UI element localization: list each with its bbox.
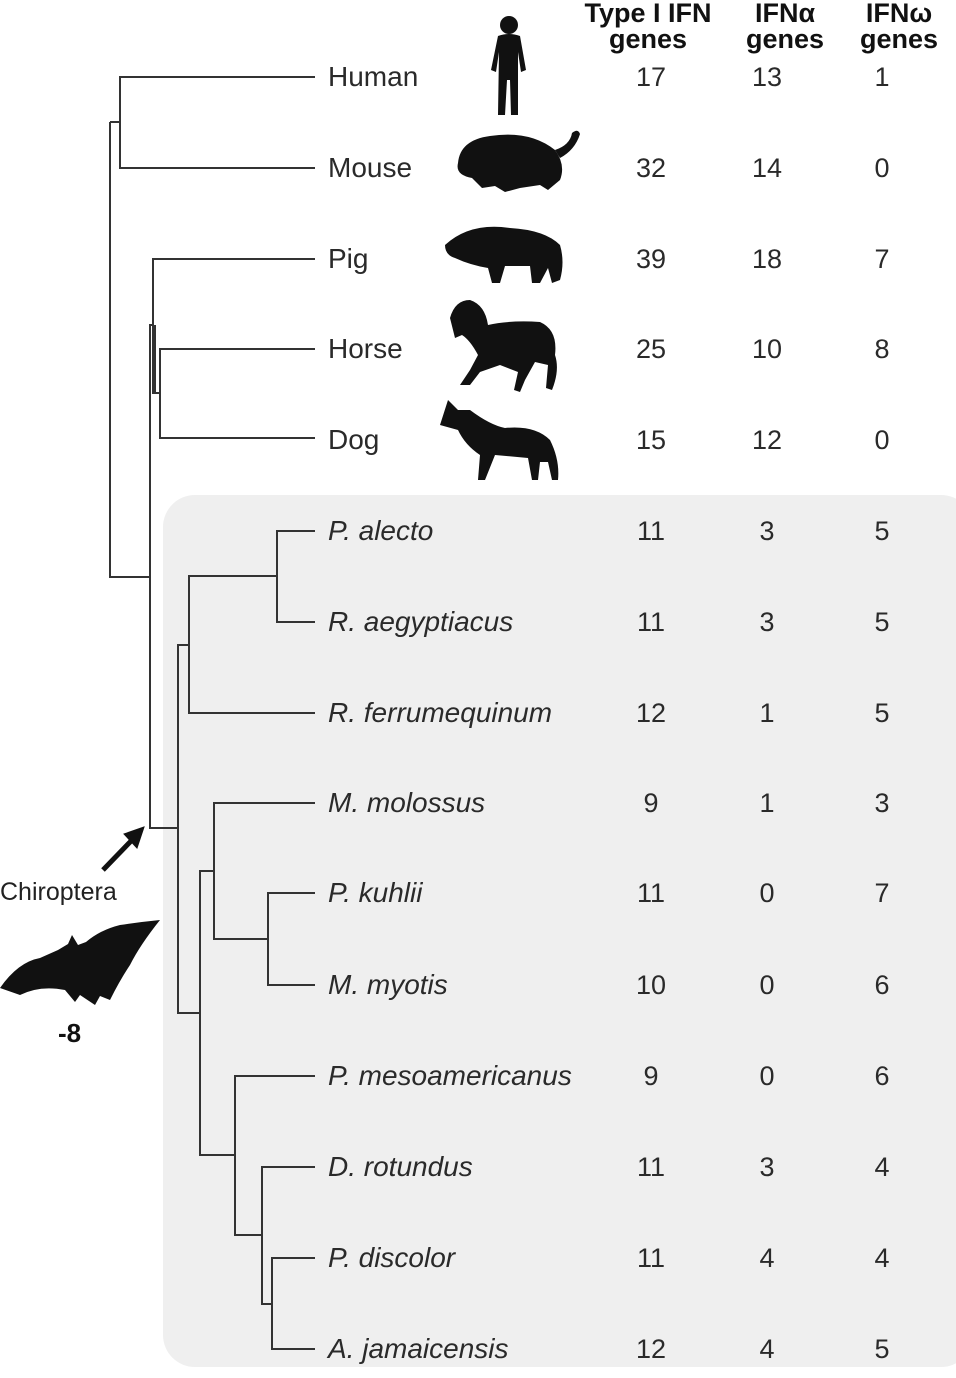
chiroptera-arrow bbox=[101, 826, 145, 872]
taxon-name: Mouse bbox=[328, 152, 413, 183]
taxon-name: R. aegyptiacus bbox=[328, 606, 514, 637]
chiroptera-highlight bbox=[163, 495, 956, 1367]
type1-gene-count: 10 bbox=[635, 970, 667, 1000]
ifn-alpha-gene-count: 18 bbox=[751, 244, 783, 274]
ifn-omega-gene-count: 0 bbox=[874, 425, 890, 455]
header-alpha-line2: genes bbox=[745, 24, 825, 54]
header-type1-line2: genes bbox=[608, 24, 688, 54]
ifn-alpha-gene-count: 13 bbox=[751, 62, 783, 92]
taxon-row: M. molossus 9 1 3 bbox=[0, 783, 956, 823]
taxon-name: P. kuhlii bbox=[328, 877, 423, 908]
ifn-alpha-gene-count: 3 bbox=[759, 1152, 775, 1182]
taxon-row: A. jamaicensis 12 4 5 bbox=[0, 1329, 956, 1369]
ifn-alpha-gene-count: 0 bbox=[759, 878, 775, 908]
taxon-name: Human bbox=[328, 61, 419, 92]
ifn-omega-gene-count: 5 bbox=[874, 607, 890, 637]
ifn-omega-gene-count: 8 bbox=[874, 334, 890, 364]
pig-silhouette-icon bbox=[445, 226, 563, 283]
taxon-row: Human 17 13 1 bbox=[0, 57, 956, 97]
header-type1-ifn: Type I IFN genes bbox=[568, 0, 728, 54]
ifn-alpha-gene-count: 0 bbox=[759, 970, 775, 1000]
ifn-omega-gene-count: 6 bbox=[874, 970, 890, 1000]
header-ifn-alpha: IFNα genes bbox=[737, 0, 833, 54]
header-ifn-omega: IFNω genes bbox=[851, 0, 947, 54]
ifn-omega-gene-count: 4 bbox=[874, 1243, 890, 1273]
silhouettes bbox=[0, 16, 580, 1005]
taxon-name: Horse bbox=[328, 333, 403, 364]
ifn-alpha-gene-count: 3 bbox=[759, 516, 775, 546]
taxon-row: D. rotundus 11 3 4 bbox=[0, 1147, 956, 1187]
taxon-row: Mouse 32 14 0 bbox=[0, 148, 956, 188]
taxon-row: R. aegyptiacus 11 3 5 bbox=[0, 602, 956, 642]
type1-gene-count: 32 bbox=[635, 153, 667, 183]
taxon-name: P. alecto bbox=[328, 515, 434, 546]
ifn-omega-gene-count: 5 bbox=[874, 1334, 890, 1364]
taxon-row: M. myotis 10 0 6 bbox=[0, 965, 956, 1005]
ifn-omega-gene-count: 1 bbox=[874, 62, 890, 92]
taxon-name: A. jamaicensis bbox=[328, 1333, 509, 1364]
ifn-alpha-gene-count: 14 bbox=[751, 153, 783, 183]
taxon-name: Pig bbox=[328, 243, 369, 274]
ifn-omega-gene-count: 5 bbox=[874, 516, 890, 546]
taxon-row: P. mesoamericanus 9 0 6 bbox=[0, 1056, 956, 1096]
ifn-alpha-gene-count: 4 bbox=[759, 1243, 775, 1273]
taxon-name: P. mesoamericanus bbox=[328, 1060, 572, 1091]
taxon-row: P. kuhlii 11 0 7 bbox=[0, 873, 956, 913]
taxon-name: R. ferrumequinum bbox=[328, 697, 553, 728]
header-type1-line1: Type I IFN bbox=[584, 0, 712, 28]
type1-gene-count: 9 bbox=[643, 788, 659, 818]
ifn-omega-gene-count: 5 bbox=[874, 698, 890, 728]
taxon-name: M. myotis bbox=[328, 969, 448, 1000]
type1-gene-count: 11 bbox=[636, 878, 666, 908]
header-omega-line1: IFNω bbox=[865, 0, 933, 28]
ifn-alpha-gene-count: 1 bbox=[759, 788, 775, 818]
type1-gene-count: 11 bbox=[636, 607, 666, 637]
type1-gene-count: 12 bbox=[635, 1334, 667, 1364]
type1-gene-count: 15 bbox=[635, 425, 667, 455]
type1-gene-count: 17 bbox=[635, 62, 667, 92]
taxon-row: Horse 25 10 8 bbox=[0, 329, 956, 369]
chiroptera-label: Chiroptera bbox=[0, 878, 117, 906]
ifn-omega-gene-count: 0 bbox=[874, 153, 890, 183]
taxon-name: D. rotundus bbox=[328, 1151, 473, 1182]
type1-gene-count: 9 bbox=[643, 1061, 659, 1091]
ifn-omega-gene-count: 7 bbox=[874, 878, 890, 908]
dog-silhouette-icon bbox=[440, 400, 559, 480]
taxon-name: P. discolor bbox=[328, 1242, 456, 1273]
type1-gene-count: 11 bbox=[636, 1243, 666, 1273]
type1-gene-count: 11 bbox=[636, 1152, 666, 1182]
ifn-alpha-gene-count: 10 bbox=[751, 334, 783, 364]
tree-branches bbox=[109, 76, 315, 1350]
type1-gene-count: 12 bbox=[635, 698, 667, 728]
ifn-alpha-gene-count: 12 bbox=[751, 425, 783, 455]
taxon-row: Pig 39 18 7 bbox=[0, 239, 956, 279]
chiroptera-gene-change: -8 bbox=[58, 1018, 82, 1048]
header-alpha-line1: IFNα bbox=[754, 0, 816, 28]
taxon-name: M. molossus bbox=[328, 787, 486, 818]
ifn-alpha-gene-count: 0 bbox=[759, 1061, 775, 1091]
ifn-omega-gene-count: 7 bbox=[874, 244, 890, 274]
mouse-silhouette-icon bbox=[457, 130, 580, 192]
ifn-alpha-gene-count: 1 bbox=[759, 698, 775, 728]
ifn-omega-gene-count: 4 bbox=[874, 1152, 890, 1182]
ifn-alpha-gene-count: 3 bbox=[759, 607, 775, 637]
taxon-row: P. alecto 11 3 5 bbox=[0, 511, 956, 551]
type1-gene-count: 39 bbox=[635, 244, 667, 274]
human-silhouette-icon bbox=[491, 16, 526, 115]
bat-silhouette-icon bbox=[0, 920, 160, 1005]
type1-gene-count: 11 bbox=[636, 516, 666, 546]
ifn-omega-gene-count: 3 bbox=[874, 788, 890, 818]
type1-gene-count: 25 bbox=[635, 334, 667, 364]
taxon-row: Dog 15 12 0 bbox=[0, 420, 956, 460]
taxon-name: Dog bbox=[328, 424, 380, 455]
ifn-alpha-gene-count: 4 bbox=[759, 1334, 775, 1364]
ifn-omega-gene-count: 6 bbox=[874, 1061, 890, 1091]
taxon-row: R. ferrumequinum 12 1 5 bbox=[0, 693, 956, 733]
header-omega-line2: genes bbox=[859, 24, 939, 54]
horse-silhouette-icon bbox=[450, 300, 557, 392]
taxon-row: P. discolor 11 4 4 bbox=[0, 1238, 956, 1278]
